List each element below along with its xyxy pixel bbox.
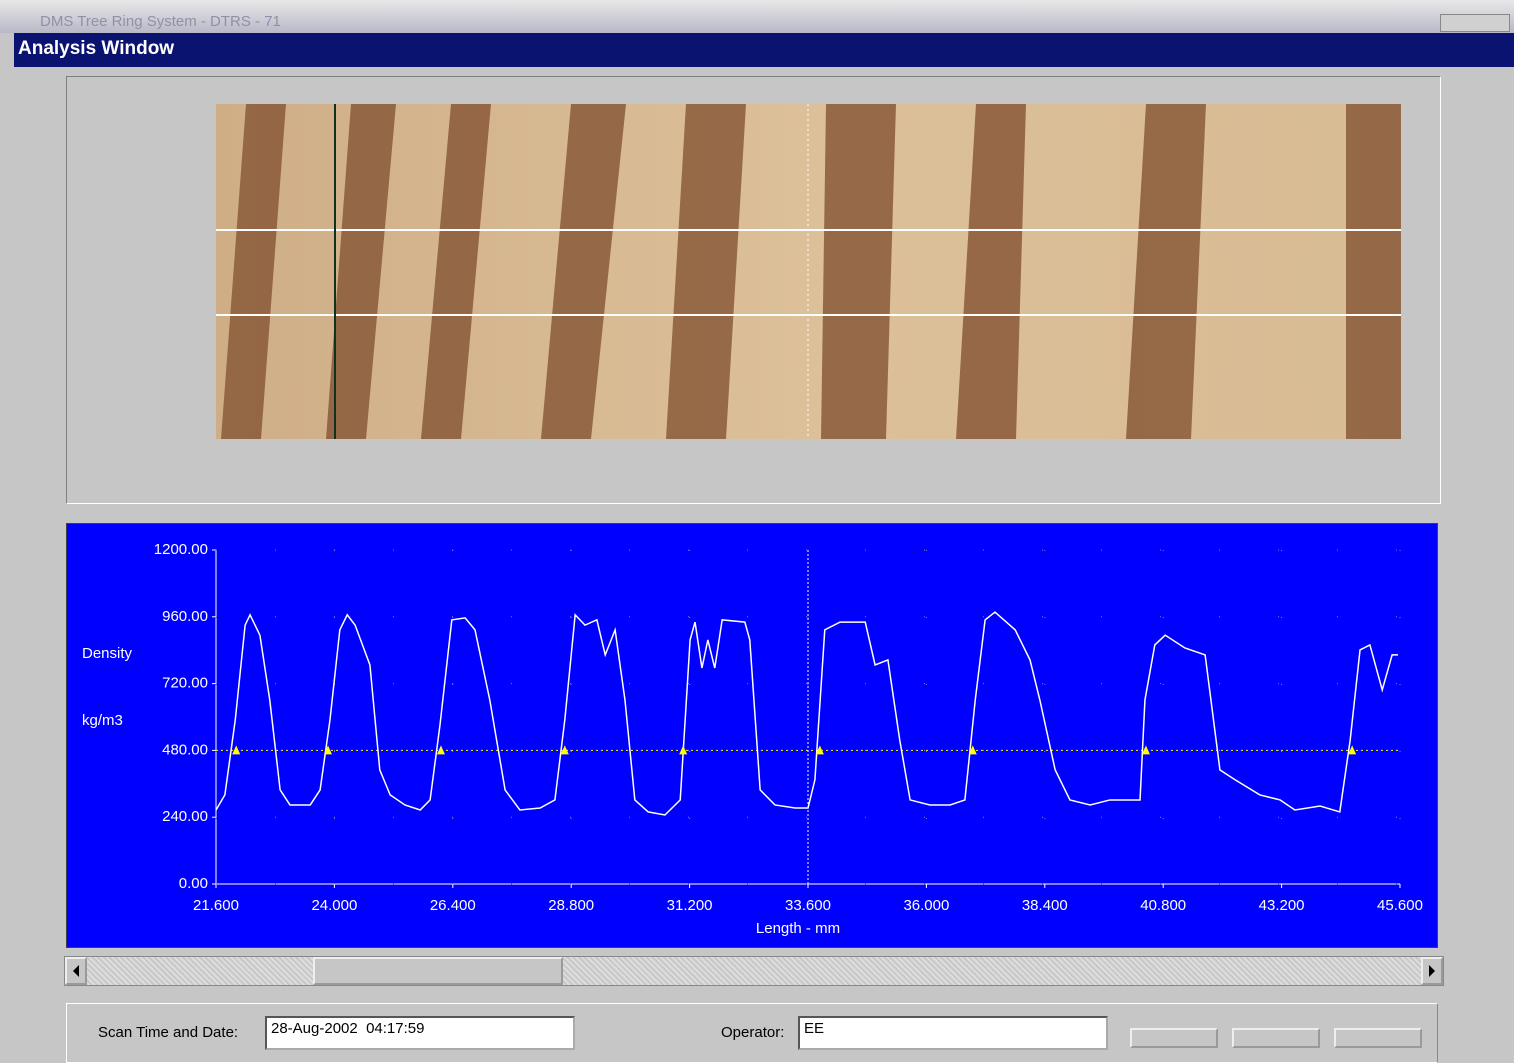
operator-label: Operator: <box>721 1024 784 1041</box>
x-tick-label: 36.000 <box>903 897 949 914</box>
wood-scan-image <box>216 104 1401 439</box>
screen: DMS Tree Ring System - DTRS - 71 Analysi… <box>0 0 1514 1040</box>
action-button[interactable] <box>1232 1028 1320 1048</box>
x-tick-label: 38.400 <box>1022 897 1068 914</box>
x-tick-label: 40.800 <box>1140 897 1186 914</box>
horizontal-scrollbar[interactable] <box>64 956 1444 986</box>
x-tick-label: 31.200 <box>667 897 713 914</box>
x-tick-label: 26.400 <box>430 897 476 914</box>
y-tick-label: 1200.00 <box>154 541 208 558</box>
x-tick-label: 24.000 <box>311 897 357 914</box>
window-title-bar: Analysis Window <box>14 33 1514 67</box>
y-tick-label: 240.00 <box>162 808 208 825</box>
x-tick-label: 43.200 <box>1259 897 1305 914</box>
x-tick-label: 33.600 <box>785 897 831 914</box>
x-axis-label: Length - mm <box>756 920 840 937</box>
y-tick-label: 720.00 <box>162 675 208 692</box>
scroll-thumb[interactable] <box>313 957 563 985</box>
app-title-bar: DMS Tree Ring System - DTRS - 71 <box>0 0 1514 33</box>
window-title: Analysis Window <box>18 38 174 59</box>
scroll-left-button[interactable] <box>65 957 87 985</box>
action-button[interactable] <box>1334 1028 1422 1048</box>
scroll-right-button[interactable] <box>1421 957 1443 985</box>
app-title: DMS Tree Ring System - DTRS - 71 <box>40 13 281 30</box>
y-axis-label: Density <box>82 645 133 662</box>
operator-field[interactable]: EE <box>798 1016 1108 1050</box>
y-tick-label: 480.00 <box>162 741 208 758</box>
x-tick-label: 45.600 <box>1377 897 1423 914</box>
action-button[interactable] <box>1130 1028 1218 1048</box>
scan-time-label: Scan Time and Date: <box>98 1024 238 1041</box>
y-tick-label: 0.00 <box>179 875 208 892</box>
y-tick-label: 960.00 <box>162 608 208 625</box>
scan-time-field[interactable]: 28-Aug-2002 04:17:59 <box>265 1016 575 1050</box>
x-tick-label: 21.600 <box>193 897 239 914</box>
x-tick-label: 28.800 <box>548 897 594 914</box>
y-axis-unit: kg/m3 <box>82 712 123 729</box>
window-controls[interactable] <box>1440 14 1510 32</box>
density-chart: Density kg/m3 Length - mm 0.00 240.00 480.… <box>66 523 1438 948</box>
